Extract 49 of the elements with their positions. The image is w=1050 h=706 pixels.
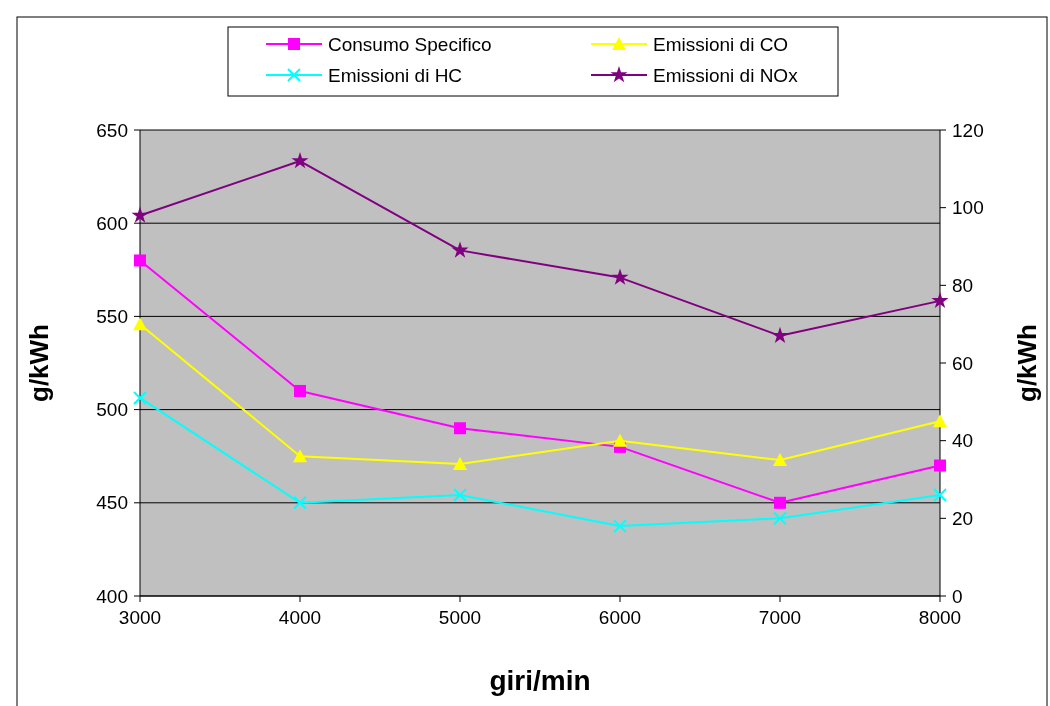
legend-label: Emissioni di CO bbox=[653, 33, 789, 55]
x-tick-label: 8000 bbox=[918, 607, 962, 628]
point bbox=[771, 326, 789, 344]
y2-tick-label: 40 bbox=[952, 430, 974, 452]
legend-label: Consumo Specifico bbox=[328, 33, 492, 55]
y-axis-title: g/kWh bbox=[24, 324, 54, 402]
point bbox=[933, 414, 947, 428]
x-axis-title: giri/min bbox=[489, 665, 591, 696]
point bbox=[931, 291, 949, 309]
point bbox=[773, 511, 787, 526]
point bbox=[613, 519, 627, 534]
point bbox=[294, 384, 306, 397]
y2-tick-label: 20 bbox=[952, 507, 974, 529]
legend-label: Emissioni di NOx bbox=[653, 64, 799, 86]
y-tick-label: 550 bbox=[96, 306, 128, 328]
x-tick-label: 5000 bbox=[438, 607, 482, 628]
y2-tick-label: 100 bbox=[952, 197, 984, 219]
point bbox=[131, 206, 149, 223]
y2-tick-label: 0 bbox=[952, 585, 963, 607]
point bbox=[774, 496, 786, 509]
y-tick-label: 500 bbox=[96, 399, 128, 421]
point bbox=[134, 254, 146, 267]
point bbox=[453, 488, 467, 503]
y-tick-label: 600 bbox=[96, 212, 128, 234]
x-tick-label: 3000 bbox=[118, 607, 162, 628]
point bbox=[613, 433, 627, 447]
point bbox=[133, 317, 147, 331]
point bbox=[133, 390, 147, 405]
x-tick-label: 4000 bbox=[278, 607, 322, 628]
y2-tick-label: 80 bbox=[952, 274, 974, 296]
y-tick-label: 650 bbox=[96, 119, 128, 141]
x-tick-label: 6000 bbox=[598, 607, 642, 628]
y2-axis-title: g/kWh bbox=[1012, 324, 1042, 402]
y2-tick-label: 120 bbox=[952, 119, 984, 141]
point bbox=[611, 268, 629, 285]
point bbox=[933, 488, 947, 503]
point bbox=[291, 152, 309, 169]
legend-label: Emissioni di HC bbox=[328, 64, 463, 86]
point bbox=[454, 422, 466, 435]
y-tick-label: 400 bbox=[96, 585, 128, 607]
y-tick-label: 450 bbox=[96, 492, 128, 514]
y2-tick-label: 60 bbox=[952, 352, 974, 374]
point bbox=[293, 495, 307, 510]
point bbox=[934, 459, 946, 472]
point bbox=[773, 453, 787, 467]
point bbox=[293, 449, 307, 463]
x-tick-label: 7000 bbox=[758, 607, 802, 628]
point bbox=[451, 241, 469, 258]
point bbox=[453, 456, 467, 470]
